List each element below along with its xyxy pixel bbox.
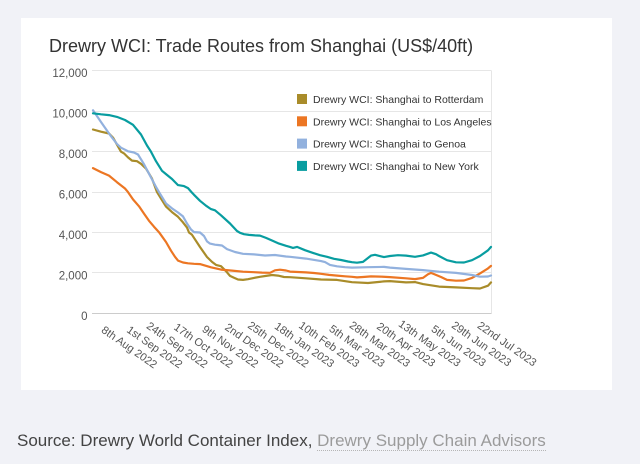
svg-text:Drewry WCI: Shanghai to Los An: Drewry WCI: Shanghai to Los Angeles [313, 116, 492, 128]
svg-text:10,000: 10,000 [52, 109, 87, 121]
svg-text:2,000: 2,000 [59, 270, 88, 282]
svg-text:0: 0 [81, 311, 87, 323]
svg-text:Drewry WCI: Shanghai to Rotter: Drewry WCI: Shanghai to Rotterdam [313, 94, 484, 106]
svg-text:Drewry WCI: Shanghai to Genoa: Drewry WCI: Shanghai to Genoa [313, 139, 466, 151]
svg-text:6,000: 6,000 [59, 190, 88, 202]
svg-text:12,000: 12,000 [52, 68, 87, 80]
svg-text:4,000: 4,000 [59, 230, 88, 242]
svg-text:8,000: 8,000 [59, 149, 88, 161]
svg-text:Drewry WCI: Shanghai to New Yo: Drewry WCI: Shanghai to New York [313, 161, 479, 173]
